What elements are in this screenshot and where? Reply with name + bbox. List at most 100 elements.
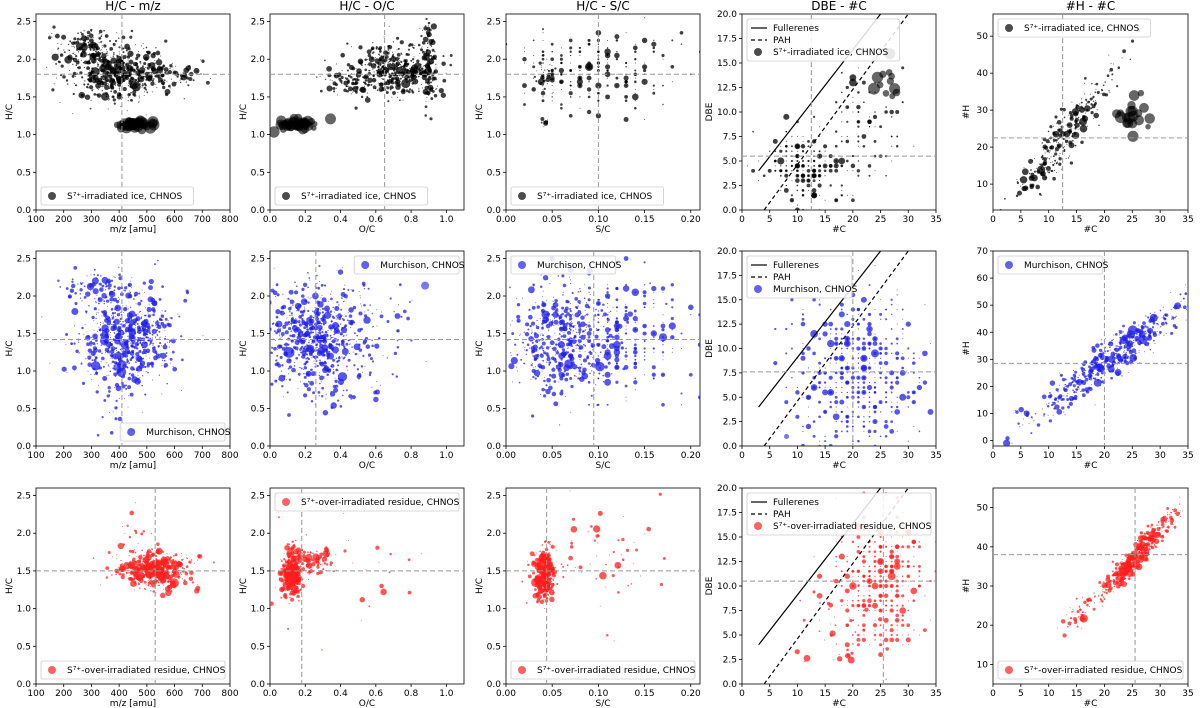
data-point bbox=[77, 60, 80, 63]
data-point bbox=[74, 302, 78, 306]
data-point bbox=[93, 268, 96, 271]
legend-box bbox=[997, 18, 1151, 38]
data-point bbox=[355, 86, 359, 89]
data-point bbox=[105, 299, 110, 303]
data-point bbox=[299, 348, 302, 351]
data-point bbox=[525, 353, 528, 356]
data-point bbox=[1095, 99, 1097, 101]
data-point bbox=[1063, 148, 1066, 151]
data-point bbox=[145, 88, 148, 91]
data-point bbox=[708, 35, 711, 38]
data-point bbox=[625, 32, 627, 34]
data-point bbox=[177, 313, 179, 315]
data-point bbox=[546, 361, 548, 363]
data-point bbox=[309, 352, 313, 357]
data-point bbox=[144, 393, 147, 396]
data-point bbox=[689, 251, 692, 252]
data-point bbox=[563, 372, 565, 374]
data-point bbox=[857, 111, 860, 113]
data-point bbox=[103, 44, 107, 48]
data-point bbox=[538, 339, 541, 342]
data-point bbox=[671, 81, 673, 83]
data-point bbox=[148, 332, 152, 335]
data-point bbox=[164, 82, 166, 84]
data-point bbox=[364, 63, 366, 66]
data-point bbox=[116, 407, 118, 409]
data-point bbox=[536, 319, 538, 322]
data-point bbox=[510, 356, 518, 365]
data-point bbox=[372, 326, 374, 328]
data-point bbox=[319, 76, 321, 77]
data-point bbox=[849, 78, 857, 87]
data-point bbox=[362, 76, 365, 79]
data-point bbox=[634, 355, 636, 357]
data-point bbox=[332, 339, 334, 341]
data-point bbox=[857, 125, 860, 128]
data-point bbox=[273, 267, 275, 269]
data-point bbox=[802, 150, 804, 152]
data-point bbox=[97, 65, 99, 67]
data-point bbox=[102, 79, 104, 80]
data-point bbox=[155, 325, 157, 327]
data-point bbox=[338, 317, 342, 320]
data-point bbox=[96, 312, 98, 314]
data-point bbox=[139, 60, 142, 64]
data-point bbox=[129, 290, 130, 292]
x-tick-label: 0.0 bbox=[263, 451, 278, 461]
data-point bbox=[287, 297, 290, 300]
data-point bbox=[318, 264, 321, 268]
data-point bbox=[779, 149, 783, 153]
data-point bbox=[841, 189, 843, 191]
data-point bbox=[161, 71, 163, 73]
data-point bbox=[116, 79, 121, 84]
data-point bbox=[306, 356, 309, 360]
data-point bbox=[351, 79, 353, 81]
data-point bbox=[353, 82, 357, 86]
data-point bbox=[126, 55, 131, 59]
data-point bbox=[1094, 91, 1097, 93]
data-point bbox=[90, 28, 93, 31]
data-point bbox=[118, 89, 121, 91]
data-point bbox=[634, 359, 636, 361]
data-point bbox=[1056, 122, 1058, 124]
data-point bbox=[118, 296, 119, 298]
data-point bbox=[302, 282, 308, 287]
data-point bbox=[422, 68, 424, 70]
data-point bbox=[357, 353, 359, 355]
data-point bbox=[364, 97, 371, 103]
data-point bbox=[896, 135, 899, 138]
data-point bbox=[541, 341, 546, 346]
data-point bbox=[371, 74, 373, 76]
data-point bbox=[348, 343, 350, 345]
data-point bbox=[874, 111, 876, 113]
data-point bbox=[679, 30, 684, 35]
data-point bbox=[421, 281, 430, 290]
data-point bbox=[542, 326, 543, 328]
y-tick-label: 0.5 bbox=[251, 168, 265, 178]
data-point bbox=[125, 49, 128, 52]
data-point bbox=[1064, 139, 1066, 141]
data-point bbox=[845, 85, 849, 90]
data-point bbox=[551, 305, 556, 311]
data-point bbox=[430, 81, 432, 83]
data-point bbox=[322, 336, 327, 342]
data-point bbox=[348, 339, 351, 341]
data-point bbox=[552, 91, 554, 93]
data-point bbox=[516, 366, 518, 368]
data-point bbox=[151, 79, 155, 82]
data-point bbox=[94, 78, 100, 84]
data-point bbox=[110, 307, 114, 311]
data-point bbox=[114, 332, 123, 341]
data-point bbox=[1084, 93, 1086, 95]
data-point bbox=[560, 321, 562, 323]
data-point bbox=[422, 53, 428, 58]
data-point bbox=[653, 299, 655, 301]
data-point bbox=[699, 299, 700, 301]
data-point bbox=[614, 334, 620, 341]
data-point bbox=[129, 372, 131, 374]
data-point bbox=[103, 68, 106, 71]
data-point bbox=[203, 73, 205, 75]
data-point bbox=[87, 45, 89, 47]
data-point bbox=[140, 45, 142, 47]
data-point bbox=[374, 389, 380, 395]
